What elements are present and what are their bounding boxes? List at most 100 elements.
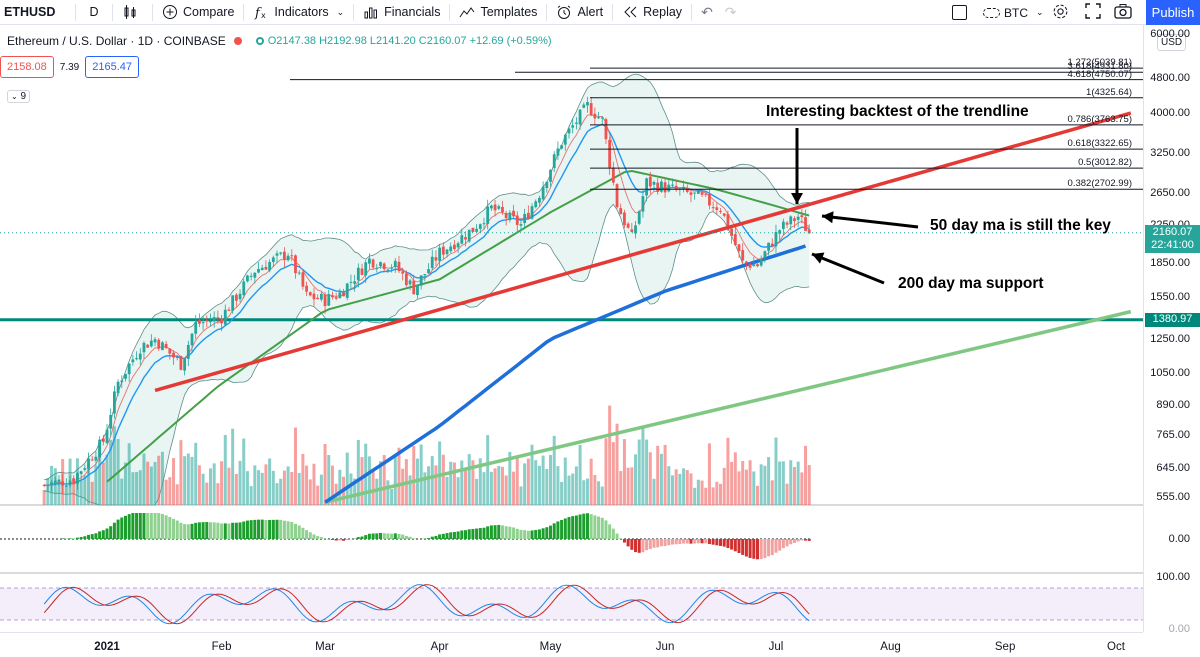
- macd-bar: [486, 526, 490, 539]
- candle-body: [634, 225, 637, 234]
- fullscreen-square-button[interactable]: [952, 5, 967, 20]
- currency-unit-label[interactable]: USD: [1157, 34, 1187, 51]
- templates-button[interactable]: Templates: [453, 0, 543, 25]
- candle-body: [630, 229, 634, 232]
- candle-body: [793, 218, 796, 222]
- volume-bar: [600, 486, 604, 505]
- volume-bar: [460, 460, 464, 505]
- ask-price[interactable]: 2165.47: [85, 56, 139, 78]
- volume-bar: [778, 461, 782, 505]
- candle-body: [68, 480, 72, 486]
- replay-label: Replay: [643, 5, 683, 19]
- stoch-k-line: [43, 584, 810, 625]
- macd-bar: [585, 513, 589, 539]
- candle-body: [574, 122, 578, 124]
- volume-bar: [260, 472, 264, 505]
- interval-button[interactable]: D: [89, 5, 99, 19]
- legend-title[interactable]: Ethereum / U.S. Dollar · 1D · COINBASE: [7, 34, 226, 48]
- candle-body: [223, 309, 227, 325]
- macd-bar: [138, 513, 142, 539]
- bollinger-upper: [44, 73, 810, 480]
- volume-bar: [800, 472, 804, 505]
- redo-icon: ↷: [724, 3, 737, 20]
- macd-bar: [223, 523, 227, 539]
- candle-body: [722, 213, 726, 216]
- bid-price[interactable]: 2158.08: [0, 56, 54, 78]
- chart-legend: Ethereum / U.S. Dollar · 1D · COINBASE O…: [7, 34, 552, 48]
- financials-button[interactable]: Financials: [357, 0, 446, 25]
- macd-bar: [656, 539, 660, 548]
- indicators-toggle[interactable]: ⌄ 9: [7, 90, 31, 103]
- macd-bar: [98, 531, 102, 539]
- gear-icon: [1052, 3, 1069, 23]
- macd-bar: [467, 529, 471, 539]
- macd-bar: [637, 539, 641, 553]
- macd-bar: [574, 515, 578, 539]
- fib-label: 0.618(3322.65): [1067, 138, 1132, 150]
- macd-bar: [504, 526, 508, 539]
- volume-bar: [796, 461, 800, 505]
- volume-bar: [271, 470, 275, 505]
- volume-bar: [682, 468, 686, 505]
- macd-bar: [305, 530, 309, 539]
- macd-bar: [733, 539, 737, 552]
- macd-bar: [497, 524, 501, 539]
- candle-body: [242, 281, 246, 296]
- volume-bar: [767, 457, 771, 505]
- candle-body: [138, 353, 142, 360]
- macd-bar: [478, 528, 482, 539]
- time-scale[interactable]: 2021 Feb Mar Apr May Jun Jul Aug Sep Oct: [0, 632, 1143, 657]
- macd-bar: [112, 522, 116, 539]
- macd-bar: [153, 513, 157, 539]
- candle-body: [308, 292, 312, 296]
- macd-bar: [312, 534, 316, 539]
- macd-bar: [345, 539, 349, 540]
- macd-bar: [741, 539, 745, 555]
- compare-button[interactable]: Compare: [156, 0, 240, 25]
- candle-body: [194, 321, 198, 334]
- candle-body: [205, 320, 209, 322]
- volume-bar: [186, 453, 190, 505]
- macd-bar: [183, 524, 187, 539]
- candle-body: [434, 257, 438, 261]
- volume-bar: [549, 454, 553, 505]
- candle-body: [83, 468, 87, 470]
- candle-body: [467, 229, 471, 242]
- price-scale[interactable]: USD 6000.00 4800.00 4000.00 3250.00 2650.00 2…: [1143, 25, 1200, 635]
- publish-button[interactable]: Publish: [1146, 0, 1200, 25]
- snapshot-button[interactable]: [1114, 0, 1132, 25]
- volume-bar: [183, 456, 187, 505]
- candle-body: [515, 215, 519, 225]
- candle-body: [42, 484, 46, 486]
- redo-button[interactable]: ↷: [719, 0, 743, 25]
- candle-body: [264, 266, 268, 270]
- candle-body: [704, 193, 708, 195]
- volume-bar: [497, 465, 501, 505]
- candle-body: [493, 204, 497, 211]
- candle-body: [316, 297, 320, 300]
- candle-body: [427, 269, 430, 274]
- candle-body: [197, 320, 201, 324]
- fullscreen-button[interactable]: [1085, 0, 1101, 25]
- currency-button[interactable]: BTC ⌄: [983, 0, 1044, 25]
- macd-bar: [356, 537, 360, 539]
- time-tick-label: Feb: [211, 641, 232, 653]
- symbol-search[interactable]: ETHUSD: [4, 5, 56, 19]
- undo-button[interactable]: ↶: [695, 0, 719, 25]
- chart-type-button[interactable]: [116, 0, 149, 25]
- volume-bar: [656, 445, 660, 505]
- volume-bar: [770, 480, 774, 505]
- alert-button[interactable]: Alert: [550, 0, 609, 25]
- replay-button[interactable]: Replay: [616, 0, 688, 25]
- settings-button[interactable]: [1052, 0, 1069, 25]
- candle-body: [578, 109, 582, 125]
- time-tick-label: Oct: [1107, 641, 1125, 653]
- macd-bar: [234, 522, 238, 539]
- volume-bar: [212, 463, 216, 505]
- candle-body: [153, 339, 157, 343]
- macd-bar: [611, 528, 615, 539]
- candle-body: [604, 119, 608, 140]
